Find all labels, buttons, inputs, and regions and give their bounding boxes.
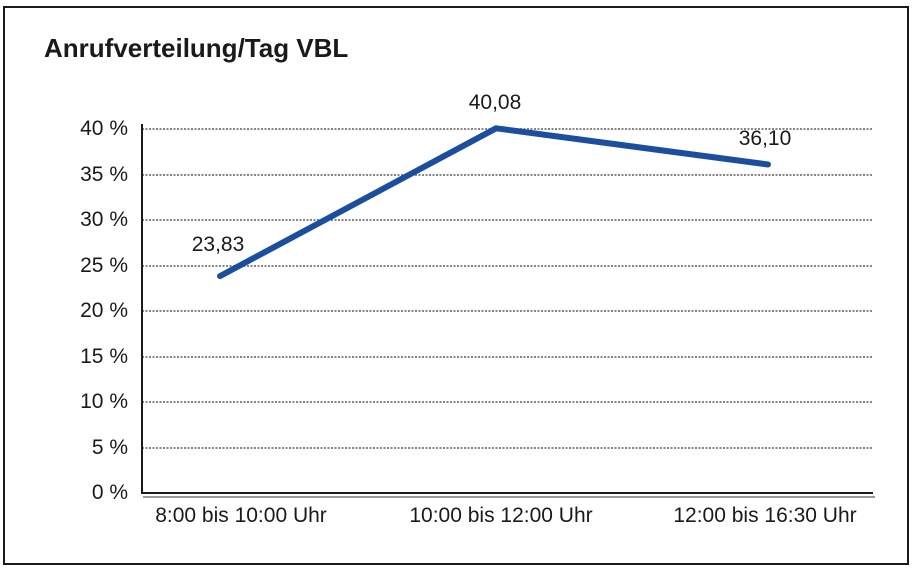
y-tick-label-30: 30 % [80, 208, 128, 231]
gridline-15 [142, 355, 873, 358]
x-tick-label-2: 12:00 bis 16:30 Uhr [673, 504, 857, 527]
y-tick-label-25: 25 % [80, 253, 128, 277]
data-label-0: 23,83 [191, 233, 245, 257]
y-tick-label-40: 40 % [80, 117, 128, 140]
chart-title: Anrufverteilung/Tag VBL [44, 33, 349, 63]
gridline-5 [142, 446, 873, 449]
gridline-10 [142, 401, 873, 403]
x-axis-shadow-line [143, 496, 875, 498]
x-tick-label-0: 8:00 bis 10:00 Uhr [155, 504, 327, 527]
data-label-2: 36,10 [738, 127, 792, 151]
x-axis-line [141, 492, 873, 494]
data-line [217, 125, 771, 280]
y-axis-line [141, 124, 143, 494]
y-tick-label-35: 35 % [80, 162, 128, 186]
gridline-35 [142, 173, 873, 176]
figure-border [3, 6, 909, 565]
gridline-30 [142, 219, 873, 221]
gridline-20 [142, 310, 873, 312]
x-tick-label-1: 10:00 bis 12:00 Uhr [409, 504, 593, 527]
y-tick-label-5: 5 % [91, 435, 128, 459]
gridline-25 [142, 264, 873, 267]
y-tick-label-15: 15 % [80, 344, 128, 368]
y-tick-label-20: 20 % [80, 299, 128, 322]
data-label-1: 40,08 [468, 91, 522, 115]
y-tick-label-0: 0 % [91, 481, 128, 504]
y-tick-label-10: 10 % [80, 390, 128, 413]
